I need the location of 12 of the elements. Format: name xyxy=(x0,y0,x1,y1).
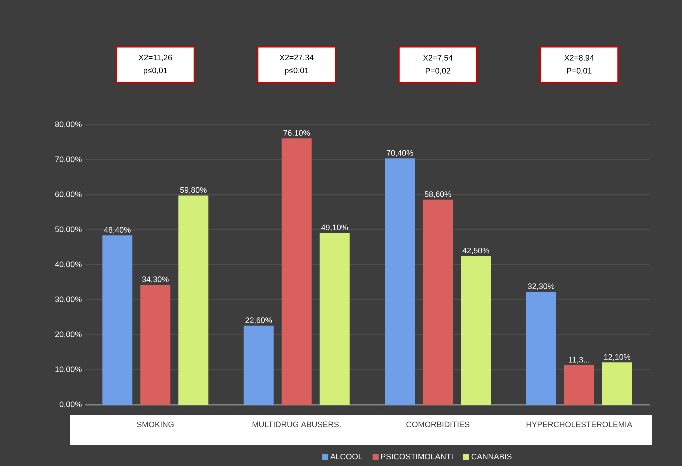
bar xyxy=(178,196,209,405)
bar xyxy=(564,365,594,405)
bar xyxy=(461,256,492,405)
bar xyxy=(320,233,350,405)
bar xyxy=(602,362,632,405)
bar xyxy=(385,158,416,405)
bar xyxy=(282,138,312,405)
bar xyxy=(423,200,454,405)
bar xyxy=(526,292,556,405)
bar xyxy=(102,236,133,405)
bar xyxy=(140,284,171,405)
bar xyxy=(244,326,274,405)
